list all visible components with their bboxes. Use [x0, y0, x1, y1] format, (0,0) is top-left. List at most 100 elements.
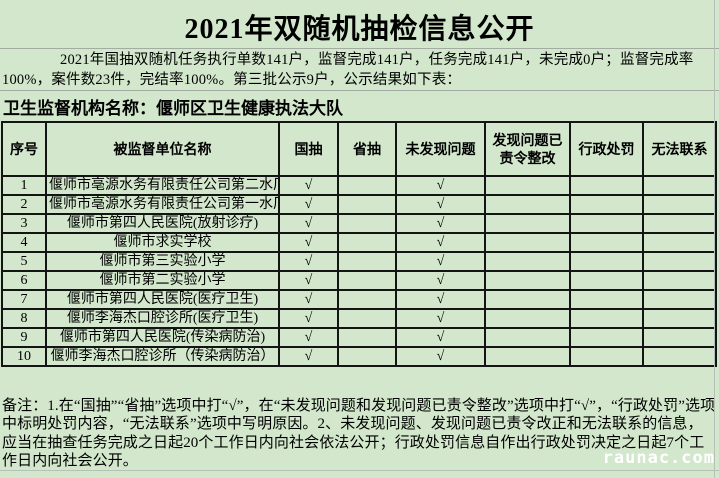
row-number-cell: 7	[1, 289, 47, 310]
no-problem-cell: √	[395, 289, 486, 310]
no-contact-cell	[642, 194, 717, 215]
row-number-cell: 4	[1, 232, 47, 253]
row-number-cell: 5	[1, 251, 47, 272]
table-header: 序号 被监督单位名称 国抽 省抽 未发现问题 发现问题已责令整改 行政处罚 无法…	[1, 121, 717, 177]
inspection-table: 序号 被监督单位名称 国抽 省抽 未发现问题 发现问题已责令整改 行政处罚 无法…	[1, 121, 717, 367]
penalty-cell	[569, 346, 644, 367]
table-row: 6 偃师市第二实验小学 √ √	[1, 270, 717, 291]
provincial-sample-cell	[337, 346, 397, 367]
provincial-sample-cell	[337, 327, 397, 348]
org-name-line: 卫生监督机构名称：偃师区卫生健康执法大队	[3, 99, 343, 118]
unit-name-cell: 偃师市亳源水务有限责任公司第一水厂	[45, 194, 280, 215]
table-row: 3 偃师市第四人民医院(放射诊疗) √ √	[1, 213, 717, 234]
rectified-cell	[484, 194, 571, 215]
rectified-cell	[484, 213, 571, 234]
no-contact-cell	[642, 251, 717, 272]
penalty-cell	[569, 175, 644, 196]
provincial-sample-cell	[337, 213, 397, 234]
header-row: 序号 被监督单位名称 国抽 省抽 未发现问题 发现问题已责令整改 行政处罚 无法…	[1, 121, 717, 177]
row-number-cell: 9	[1, 327, 47, 348]
rectified-cell	[484, 327, 571, 348]
no-problem-cell: √	[395, 232, 486, 253]
table-row: 8 偃师李海杰口腔诊所(医疗卫生) √ √	[1, 308, 717, 329]
column-header-unreachable: 无法联系	[642, 121, 717, 177]
intro-separator-line	[0, 90, 719, 91]
penalty-cell	[569, 327, 644, 348]
row-number-cell: 10	[1, 346, 47, 367]
national-sample-cell: √	[278, 308, 339, 329]
watermark: raunac.com	[602, 448, 715, 468]
penalty-cell	[569, 213, 644, 234]
no-problem-cell: √	[395, 175, 486, 196]
penalty-cell	[569, 289, 644, 310]
provincial-sample-cell	[337, 270, 397, 291]
row-number-cell: 1	[1, 175, 47, 196]
unit-name-cell: 偃师市亳源水务有限责任公司第二水厂	[45, 175, 280, 196]
unit-name-cell: 偃师李海杰口腔诊所（传染病防治）	[45, 346, 280, 367]
note-paragraph: 备注：1.在“国抽”“省抽”选项中打“√”，在“未发现问题和发现问题已责令整改”…	[2, 398, 716, 469]
rectified-cell	[484, 232, 571, 253]
rectified-cell	[484, 308, 571, 329]
no-contact-cell	[642, 232, 717, 253]
row-number-cell: 3	[1, 213, 47, 234]
penalty-cell	[569, 194, 644, 215]
no-problem-cell: √	[395, 346, 486, 367]
column-header-unit-name: 被监督单位名称	[45, 121, 280, 177]
rectified-cell	[484, 175, 571, 196]
no-contact-cell	[642, 308, 717, 329]
bottom-grid-line	[0, 470, 719, 471]
title-separator-line	[0, 48, 719, 49]
penalty-cell	[569, 251, 644, 272]
no-problem-cell: √	[395, 251, 486, 272]
column-header-admin-penalty: 行政处罚	[569, 121, 644, 177]
row-number-cell: 2	[1, 194, 47, 215]
national-sample-cell: √	[278, 270, 339, 291]
national-sample-cell: √	[278, 327, 339, 348]
column-header-ordered-rectify: 发现问题已责令整改	[484, 121, 571, 177]
no-contact-cell	[642, 213, 717, 234]
row-number-cell: 6	[1, 270, 47, 291]
penalty-cell	[569, 308, 644, 329]
provincial-sample-cell	[337, 232, 397, 253]
penalty-cell	[569, 270, 644, 291]
unit-name-cell: 偃师市第四人民医院(传染病防治)	[45, 327, 280, 348]
row-number-cell: 8	[1, 308, 47, 329]
no-problem-cell: √	[395, 308, 486, 329]
national-sample-cell: √	[278, 175, 339, 196]
column-header-provincial-sample: 省抽	[337, 121, 397, 177]
national-sample-cell: √	[278, 213, 339, 234]
rectified-cell	[484, 346, 571, 367]
unit-name-cell: 偃师市求实学校	[45, 232, 280, 253]
table-row: 10 偃师李海杰口腔诊所（传染病防治） √ √	[1, 346, 717, 367]
no-contact-cell	[642, 175, 717, 196]
unit-name-cell: 偃师市第四人民医院(医疗卫生)	[45, 289, 280, 310]
no-problem-cell: √	[395, 327, 486, 348]
provincial-sample-cell	[337, 289, 397, 310]
rectified-cell	[484, 289, 571, 310]
provincial-sample-cell	[337, 251, 397, 272]
table-row: 4 偃师市求实学校 √ √	[1, 232, 717, 253]
table-row: 7 偃师市第四人民医院(医疗卫生) √ √	[1, 289, 717, 310]
column-header-national-sample: 国抽	[278, 121, 339, 177]
table-row: 2 偃师市亳源水务有限责任公司第一水厂 √ √	[1, 194, 717, 215]
right-grid-line	[714, 0, 715, 478]
national-sample-cell: √	[278, 194, 339, 215]
intro-paragraph: 2021年国抽双随机任务执行单数141户，监督完成141户，任务完成141户，未…	[2, 52, 694, 88]
column-header-index: 序号	[1, 121, 47, 177]
table-row: 1 偃师市亳源水务有限责任公司第二水厂 √ √	[1, 175, 717, 196]
national-sample-cell: √	[278, 346, 339, 367]
table-body: 1 偃师市亳源水务有限责任公司第二水厂 √ √ 2 偃师市亳源水务有限责任公司第一水厂 √ √…	[1, 175, 717, 367]
national-sample-cell: √	[278, 251, 339, 272]
no-contact-cell	[642, 289, 717, 310]
national-sample-cell: √	[278, 232, 339, 253]
no-problem-cell: √	[395, 194, 486, 215]
unit-name-cell: 偃师李海杰口腔诊所(医疗卫生)	[45, 308, 280, 329]
rectified-cell	[484, 270, 571, 291]
page-title: 2021年双随机抽检信息公开	[184, 14, 535, 45]
table-row: 5 偃师市第三实验小学 √ √	[1, 251, 717, 272]
rectified-cell	[484, 251, 571, 272]
provincial-sample-cell	[337, 175, 397, 196]
no-contact-cell	[642, 346, 717, 367]
unit-name-cell: 偃师市第三实验小学	[45, 251, 280, 272]
column-header-no-problem: 未发现问题	[395, 121, 486, 177]
